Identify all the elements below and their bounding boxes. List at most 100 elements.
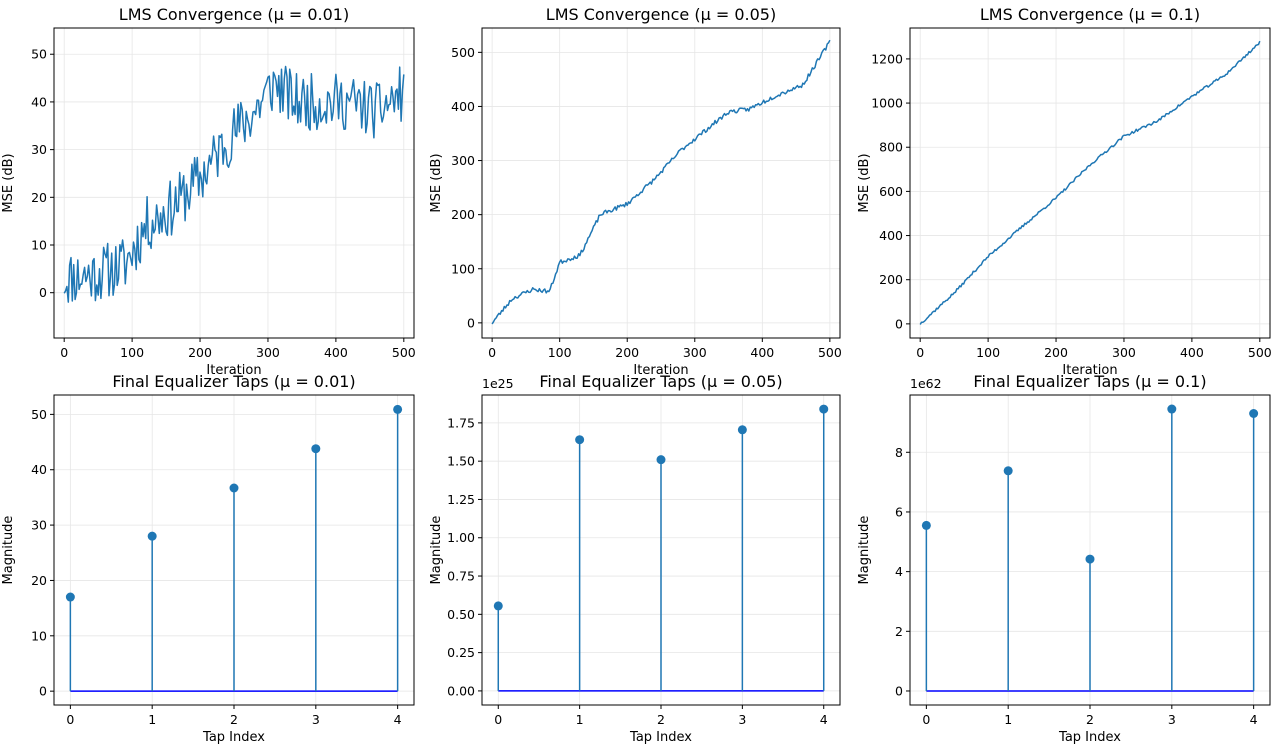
y-tick-label: 400 — [879, 228, 903, 243]
x-tick-label: 0 — [916, 345, 924, 360]
y-tick-label: 1000 — [871, 96, 903, 111]
chart-title: LMS Convergence (μ = 0.1) — [980, 5, 1200, 24]
x-tick-label: 1 — [148, 712, 156, 727]
stem-marker — [1085, 554, 1095, 564]
y-tick-label: 30 — [31, 142, 47, 157]
y-tick-label: 1.00 — [447, 530, 475, 545]
y-tick-label: 1.50 — [447, 454, 475, 469]
chart-title: LMS Convergence (μ = 0.01) — [119, 5, 349, 24]
x-tick-label: 0 — [488, 345, 496, 360]
y-tick-label: 400 — [451, 99, 475, 114]
y-tick-label: 50 — [31, 407, 47, 422]
stem-marker — [656, 455, 666, 465]
x-tick-label: 3 — [312, 712, 320, 727]
y-tick-label: 300 — [451, 153, 475, 168]
y-axis-label: MSE (dB) — [1, 153, 16, 212]
stem-marker — [311, 444, 321, 454]
subplot-6: 0 1 2 3 4 0 2 4 6 8 1e62 Final Equalizer Taps (μ = … — [857, 372, 1271, 745]
x-tick-label: 400 — [1180, 345, 1204, 360]
x-tick-label: 200 — [188, 345, 212, 360]
axes-frame — [909, 27, 1271, 339]
mse-series-line — [919, 40, 1261, 325]
x-axis-label: Iteration — [1062, 363, 1117, 378]
y-tick-label: 100 — [451, 261, 475, 276]
y-tick-label: 500 — [451, 45, 475, 60]
x-tick-label: 4 — [1250, 712, 1258, 727]
stem-marker — [921, 520, 931, 530]
x-tick-label: 400 — [324, 345, 348, 360]
y-tick-label: 0.75 — [447, 569, 475, 584]
y-tick-label: 10 — [31, 238, 47, 253]
stem-marker — [493, 601, 503, 611]
x-tick-label: 400 — [750, 345, 774, 360]
x-tick-label: 500 — [1248, 345, 1272, 360]
x-tick-label: 1 — [1004, 712, 1012, 727]
chart-title: Final Equalizer Taps (μ = 0.01) — [112, 372, 355, 391]
axes-frame — [481, 27, 841, 339]
stem-marker — [147, 531, 157, 541]
x-axis-label: Tap Index — [629, 730, 692, 745]
y-tick-label: 10 — [31, 628, 47, 643]
x-tick-label: 200 — [615, 345, 639, 360]
x-tick-label: 0 — [494, 712, 502, 727]
mse-series-line — [491, 39, 831, 325]
y-tick-label: 600 — [879, 184, 903, 199]
y-tick-label: 1.25 — [447, 492, 475, 507]
x-tick-label: 2 — [657, 712, 665, 727]
y-axis-label: Magnitude — [857, 516, 872, 585]
y-tick-label: 40 — [31, 462, 47, 477]
stem-marker — [65, 592, 75, 602]
stem-marker — [229, 483, 239, 493]
y-tick-label: 0 — [895, 316, 903, 331]
y-tick-label: 0.50 — [447, 607, 475, 622]
stem-marker — [737, 425, 747, 435]
y-tick-label: 1200 — [871, 51, 903, 66]
x-tick-label: 300 — [256, 345, 280, 360]
axes-frame — [53, 27, 415, 339]
x-tick-label: 1 — [576, 712, 584, 727]
y-tick-label: 40 — [31, 94, 47, 109]
y-tick-label: 200 — [451, 207, 475, 222]
x-axis-label: Tap Index — [1058, 730, 1121, 745]
stem-marker — [819, 404, 829, 414]
x-tick-label: 500 — [392, 345, 416, 360]
x-axis-label: Iteration — [633, 363, 688, 378]
axes-frame — [53, 394, 415, 706]
y-tick-label: 0 — [895, 683, 903, 698]
y-tick-label: 1.75 — [447, 415, 475, 430]
y-tick-label: 2 — [895, 624, 903, 639]
y-tick-label: 0.00 — [447, 683, 475, 698]
x-tick-label: 100 — [548, 345, 572, 360]
x-tick-label: 0 — [60, 345, 68, 360]
x-tick-label: 200 — [1044, 345, 1068, 360]
y-offset-multiplier: 1e62 — [910, 376, 942, 391]
subplot-1: 0 100 200 300 400 500 0 10 20 30 40 50 LMS Convergen… — [1, 5, 416, 378]
x-axis-label: Iteration — [206, 363, 261, 378]
y-tick-label: 20 — [31, 190, 47, 205]
x-tick-label: 0 — [922, 712, 930, 727]
y-tick-label: 20 — [31, 573, 47, 588]
subplot-3: 0 100 200 300 400 500 0 200 400 600 800 1000 1200 LMS… — [857, 5, 1272, 378]
y-offset-multiplier: 1e25 — [482, 376, 514, 391]
y-tick-label: 0 — [39, 684, 47, 699]
x-tick-label: 2 — [1086, 712, 1094, 727]
x-tick-label: 4 — [820, 712, 828, 727]
y-axis-label: MSE (dB) — [857, 153, 872, 212]
x-tick-label: 100 — [120, 345, 144, 360]
x-tick-label: 4 — [394, 712, 402, 727]
x-tick-label: 2 — [230, 712, 238, 727]
y-axis-label: MSE (dB) — [429, 153, 444, 212]
x-tick-label: 0 — [66, 712, 74, 727]
x-tick-label: 3 — [738, 712, 746, 727]
stem-marker — [575, 435, 585, 445]
y-tick-label: 6 — [895, 504, 903, 519]
y-tick-label: 8 — [895, 445, 903, 460]
y-axis-label: Magnitude — [429, 516, 444, 585]
stem-marker — [393, 404, 403, 414]
stem-marker — [1249, 408, 1259, 418]
chart-title: Final Equalizer Taps (μ = 0.1) — [973, 372, 1206, 391]
chart-title: LMS Convergence (μ = 0.05) — [546, 5, 776, 24]
y-tick-label: 0.25 — [447, 645, 475, 660]
